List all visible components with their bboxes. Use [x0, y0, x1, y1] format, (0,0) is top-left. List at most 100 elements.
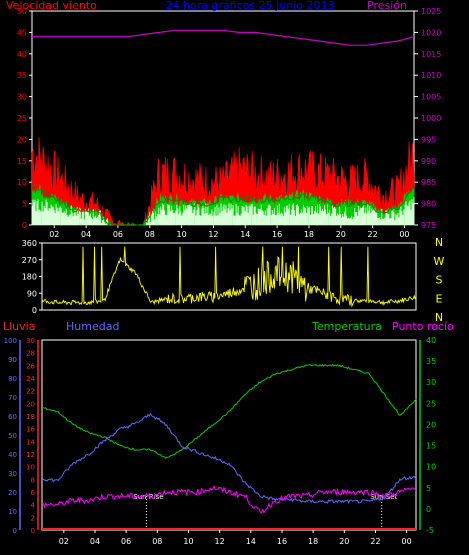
rain-tick-label: 28: [26, 350, 35, 358]
wind-speed-tick-label: 35: [17, 71, 27, 80]
wind-chart-title: 24 hora gráficos 25 Junio 2013: [165, 0, 334, 12]
pressure-tick-label: 1025: [421, 7, 441, 16]
dewpoint-series: [41, 484, 417, 514]
rain-tick-label: 18: [26, 413, 35, 421]
compass-letter: E: [436, 292, 443, 305]
weather-x-tick-label: 18: [308, 537, 318, 546]
wind-speed-tick-label: 25: [17, 114, 27, 123]
humidity-tick-label: 40: [8, 451, 17, 459]
rain-tick-label: 8: [31, 476, 35, 484]
weather-x-tick-label: 20: [339, 537, 349, 546]
wind-x-tick-label: 20: [336, 230, 346, 239]
wind-x-tick-label: 10: [177, 230, 187, 239]
wind-x-tick-label: 04: [81, 230, 91, 239]
wind-x-tick-label: 18: [304, 230, 314, 239]
humidity-tick-label: 0: [13, 527, 17, 535]
pressure-tick-label: 1000: [421, 114, 441, 123]
direction-tick-label: 180: [22, 273, 37, 282]
humidity-tick-label: 100: [4, 337, 17, 345]
temperature-tick-label: 30: [426, 378, 436, 387]
weather-x-tick-label: 16: [277, 537, 287, 546]
temperature-tick-label: 10: [426, 463, 436, 472]
weather-x-tick-label: 00: [402, 537, 412, 546]
rain-axis-label: Lluvia: [3, 320, 35, 333]
temperature-tick-label: 40: [426, 336, 436, 345]
wind-speed-tick-label: 5: [22, 200, 27, 209]
direction-tick-label: 360: [22, 239, 37, 248]
humidity-axis-label: Humedad: [66, 320, 119, 333]
pressure-tick-label: 995: [421, 135, 436, 144]
rain-tick-label: 14: [26, 438, 35, 446]
rain-tick-label: 16: [26, 426, 35, 434]
weather-x-tick-label: 04: [90, 537, 100, 546]
humidity-tick-label: 80: [8, 375, 17, 383]
wind-x-tick-label: 08: [145, 230, 155, 239]
compass-letter: W: [434, 255, 445, 268]
temperature-tick-label: 5: [426, 484, 431, 493]
weather-x-tick-label: 14: [246, 537, 256, 546]
rain-tick-label: 30: [26, 337, 35, 345]
wind-x-tick-label: 14: [240, 230, 250, 239]
humidity-tick-label: 70: [8, 394, 17, 402]
wind-direction-series: [41, 246, 417, 308]
wind-speed-tick-label: 50: [17, 7, 27, 16]
humidity-tick-label: 60: [8, 413, 17, 421]
compass-letter: N: [435, 236, 443, 249]
temperature-tick-label: 25: [426, 399, 436, 408]
wind-x-tick-label: 12: [208, 230, 218, 239]
humidity-tick-label: 20: [8, 489, 17, 497]
weather-x-tick-label: 06: [121, 537, 131, 546]
wind-x-tick-label: 16: [272, 230, 282, 239]
direction-plot-frame: [41, 242, 417, 311]
dewpoint-axis-label: Punto rocío: [392, 320, 454, 333]
rain-tick-label: 22: [26, 388, 35, 396]
rain-tick-label: 0: [31, 527, 35, 535]
weather-x-tick-label: 08: [152, 537, 162, 546]
pressure-tick-label: 990: [421, 157, 436, 166]
temperature-tick-label: 35: [426, 357, 436, 366]
humidity-tick-label: 90: [8, 356, 17, 364]
pressure-tick-label: 1010: [421, 71, 441, 80]
temperature-series: [42, 363, 417, 459]
compass-letter: S: [436, 274, 443, 287]
humidity-tick-label: 50: [8, 432, 17, 440]
rain-tick-label: 26: [26, 362, 35, 370]
pressure-tick-label: 1015: [421, 50, 441, 59]
pressure-tick-label: 1020: [421, 28, 441, 37]
pressure-tick-label: 1005: [421, 93, 441, 102]
wind-speed-tick-label: 10: [17, 178, 27, 187]
weather-x-tick-label: 12: [215, 537, 225, 546]
humidity-series: [41, 412, 417, 505]
direction-tick-label: 270: [22, 256, 37, 265]
wind-speed-tick-label: 30: [17, 93, 27, 102]
rain-tick-label: 24: [26, 375, 35, 383]
weather-x-tick-label: 22: [370, 537, 380, 546]
rain-tick-label: 20: [26, 400, 35, 408]
temperature-tick-label: 0: [426, 505, 431, 514]
direction-tick-label: 0: [32, 306, 37, 315]
temperature-axis-label: Temperatura: [311, 320, 382, 333]
wind-speed-tick-label: 40: [17, 50, 27, 59]
pressure-tick-label: 985: [421, 178, 436, 187]
pressure-tick-label: 980: [421, 200, 436, 209]
rain-tick-label: 6: [31, 489, 36, 497]
humidity-tick-label: 30: [8, 470, 17, 478]
wind-x-tick-label: 22: [368, 230, 378, 239]
wind-speed-tick-label: 45: [17, 28, 27, 37]
compass-letter: N: [435, 311, 443, 324]
wind-speed-tick-label: 20: [17, 135, 27, 144]
humidity-tick-label: 10: [8, 508, 17, 516]
wind-speed-axis-label: Velocidad viento: [6, 0, 97, 12]
wind-average-line: [31, 184, 415, 226]
wind-x-tick-label: 02: [49, 230, 59, 239]
pressure-series: [32, 29, 415, 46]
sunrise-label: Sun Rise: [133, 493, 163, 501]
rain-tick-label: 10: [26, 464, 35, 472]
wind-x-tick-label: 06: [113, 230, 123, 239]
direction-tick-label: 90: [27, 289, 37, 298]
wind-speed-tick-label: 15: [17, 157, 27, 166]
wind-speed-tick-label: 0: [22, 221, 27, 230]
weather-x-tick-label: 10: [183, 537, 193, 546]
wind-x-tick-label: 00: [399, 230, 409, 239]
